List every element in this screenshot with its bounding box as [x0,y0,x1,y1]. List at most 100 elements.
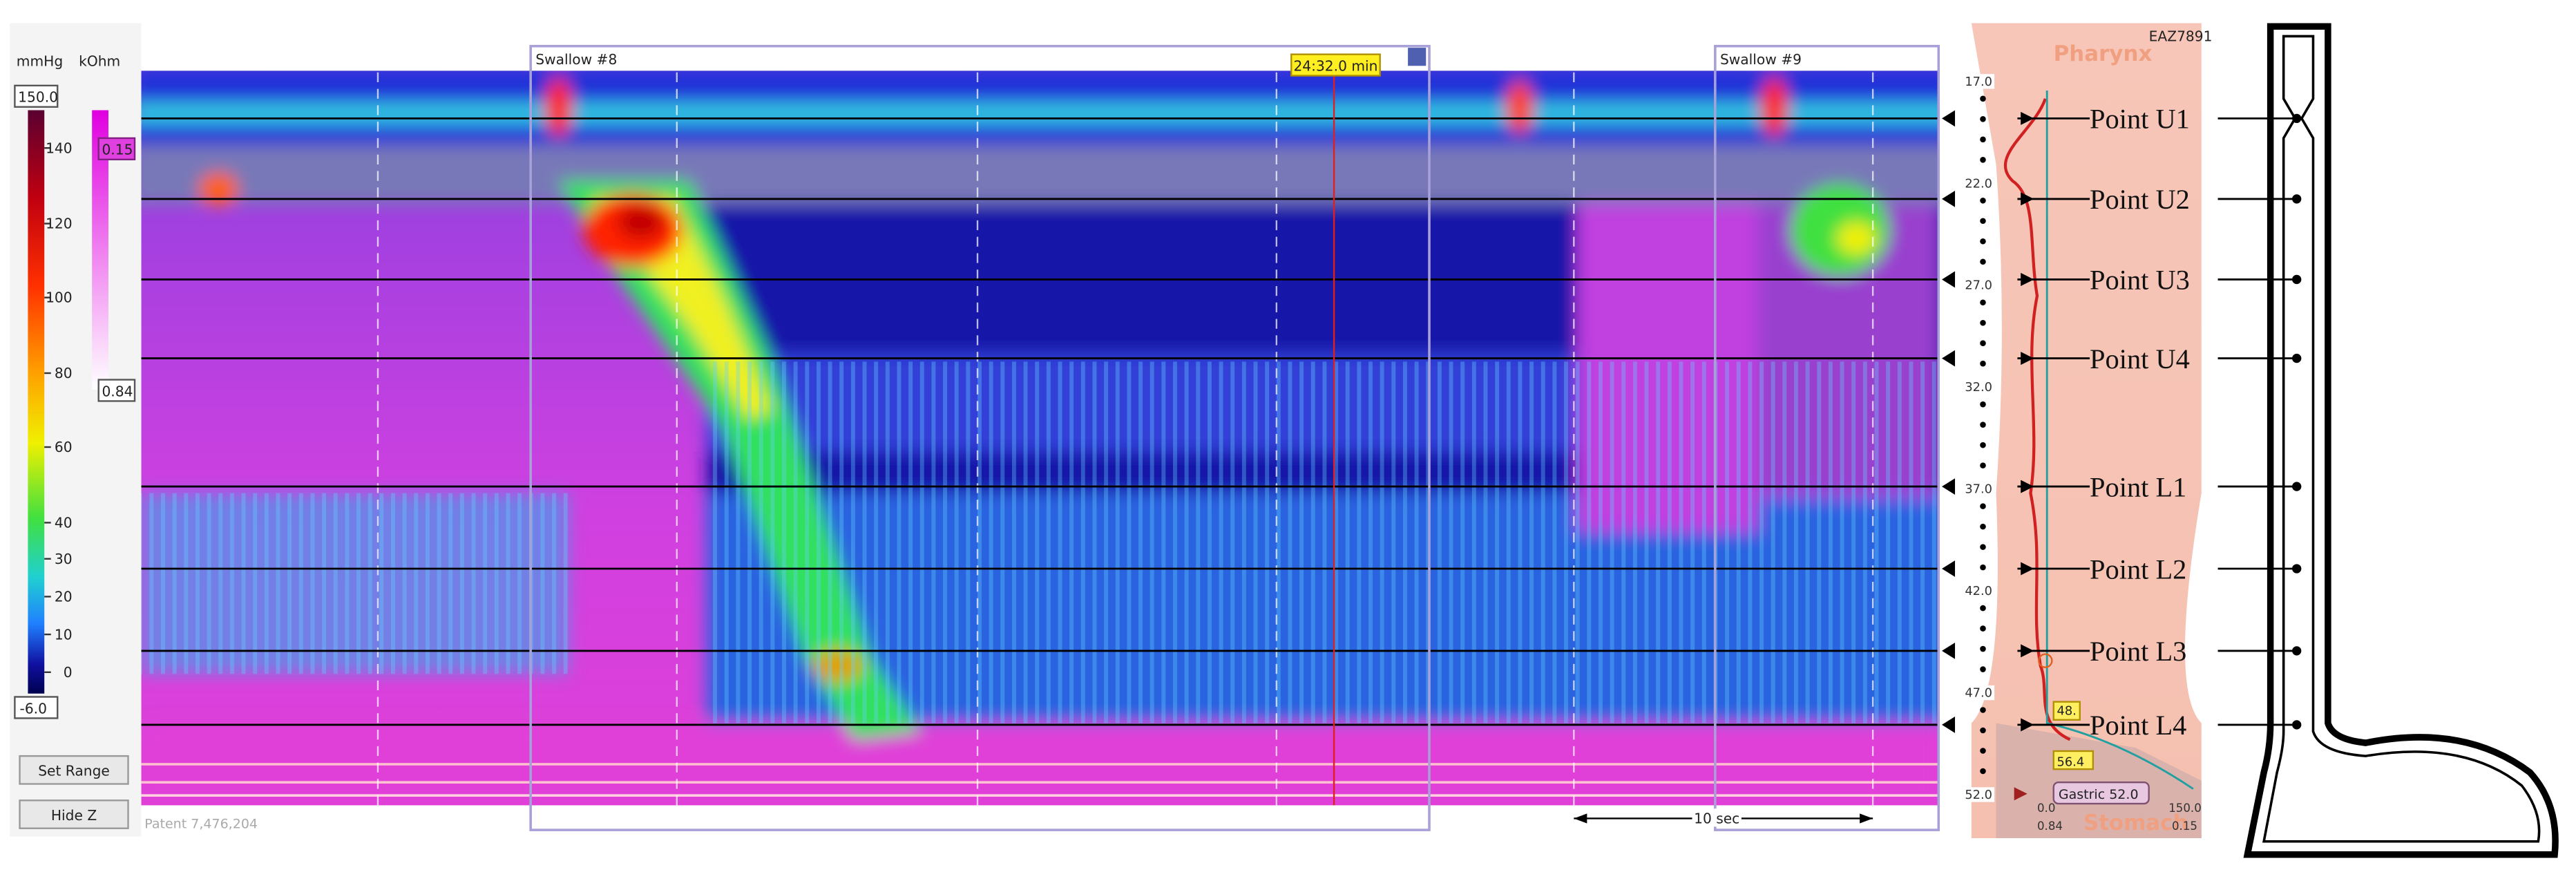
tick-label: 60 [55,439,73,455]
anatomy-strip [1971,23,2202,839]
marker-badge [2052,701,2081,721]
swallow-label: Swallow #9 [1720,51,1802,68]
sensor-dot [1980,218,1986,225]
button-label[interactable]: Set Range [38,763,110,779]
unit-label: kOhm [79,53,120,69]
unit-label: mmHg [17,53,63,69]
sensor-arrow [1942,478,1956,495]
sensor-arrow [1942,643,1956,659]
sensor-dot [1980,238,1986,245]
arrow [1860,813,1873,824]
impedance-min: 0.84 [102,383,133,399]
axis-label: 0.15 [2172,820,2197,833]
marker-label: 56.4 [2057,755,2084,769]
point-dot [2292,113,2302,124]
region-label: Stomach [2083,811,2188,835]
range-box [97,137,136,161]
impedance-max: 0.15 [102,142,133,158]
depth-label: 22.0 [1965,176,1992,191]
sensor-dot [1980,258,1986,265]
icon[interactable] [1408,48,1427,66]
label-bg [1961,685,1995,701]
depth-label: 32.0 [1965,380,1992,395]
label-bg [1961,74,1995,89]
point-label: Point L1 [2090,471,2186,502]
sensor-dot [1980,523,1986,530]
sensor-dot [1980,727,1986,734]
range-box [14,84,59,108]
range-min: -6.0 [20,700,47,717]
sensor-dot [1980,340,1986,346]
label-bg [1692,808,1742,827]
sensor-dot [1980,625,1986,632]
sensor-dot [1980,299,1986,306]
pointer-head [2021,111,2034,125]
point-dot [2292,564,2302,574]
point-label: Point L2 [2090,553,2186,585]
sensor-dot [1980,645,1986,652]
axis-label: 0.84 [2037,820,2063,833]
catheter-id: EAZ7891 [2149,28,2213,45]
axis-label: 150.0 [2168,802,2202,815]
swallow-box [529,44,1431,831]
label-bg [1961,481,1995,497]
arrow [1574,813,1587,824]
time-badge [1290,53,1381,77]
button[interactable] [19,755,129,785]
sensor-dot [1980,95,1986,102]
point-dot [2292,353,2302,363]
esophagus-outline [2243,23,2559,858]
cursor-time: 24:32.0 min [1293,57,1377,74]
stomach-shade [1996,723,2202,839]
pointer-head [2021,192,2034,206]
tick-label: 20 [55,589,73,605]
texture [141,493,569,674]
pointer-head [2021,644,2034,658]
sensor-dot [1980,605,1986,612]
depth-label: 42.0 [1965,584,1992,598]
tick-label: 120 [46,216,73,232]
point-dot [2292,194,2302,204]
sensor-dot [1980,116,1986,122]
label-bg [1961,379,1995,395]
sensor-dot [1980,401,1986,408]
range-box [97,379,136,402]
point-label: Point L3 [2090,636,2186,667]
sensor-arrow [1942,110,1956,127]
pressure-topography [141,70,1939,806]
tick-label: 80 [55,365,73,381]
marker [2038,653,2053,668]
pointer-head [2021,718,2034,732]
footer: Patent 7,476,204 [144,817,258,832]
button[interactable] [19,799,129,829]
tick-label: 100 [46,290,73,306]
point-label: Point U2 [2090,184,2190,215]
sensor-dot [1980,319,1986,326]
axis-label: 0.0 [2037,802,2055,815]
tick-label: 0 [64,664,73,681]
sensor-dot [1980,768,1986,775]
sensor-arrow [1942,350,1956,367]
tick-label: 10 [55,626,73,643]
gastric-badge [2052,781,2150,805]
sensor-dot [1980,198,1986,204]
depth-label: 17.0 [1965,75,1992,89]
depth-label: 27.0 [1965,278,1992,293]
pressure-colorbar [28,110,45,694]
sensor-dot [1980,748,1986,754]
point-label: Point U1 [2090,104,2190,135]
sensor-arrow [1942,191,1956,207]
label-bg [1961,176,1995,191]
pointer-head [2021,562,2034,576]
tick-label: 30 [55,551,73,567]
sensor-dot [1980,360,1986,367]
label-bg [1961,278,1995,293]
range-box [14,696,59,719]
tick-label: 40 [55,515,73,531]
sensor-dot [1980,136,1986,143]
depth-label: 47.0 [1965,685,1992,700]
button-label[interactable]: Hide Z [51,807,97,824]
impedance-colorbar [92,110,108,390]
point-dot [2292,646,2302,656]
scale-label: 10 sec [1694,811,1739,827]
